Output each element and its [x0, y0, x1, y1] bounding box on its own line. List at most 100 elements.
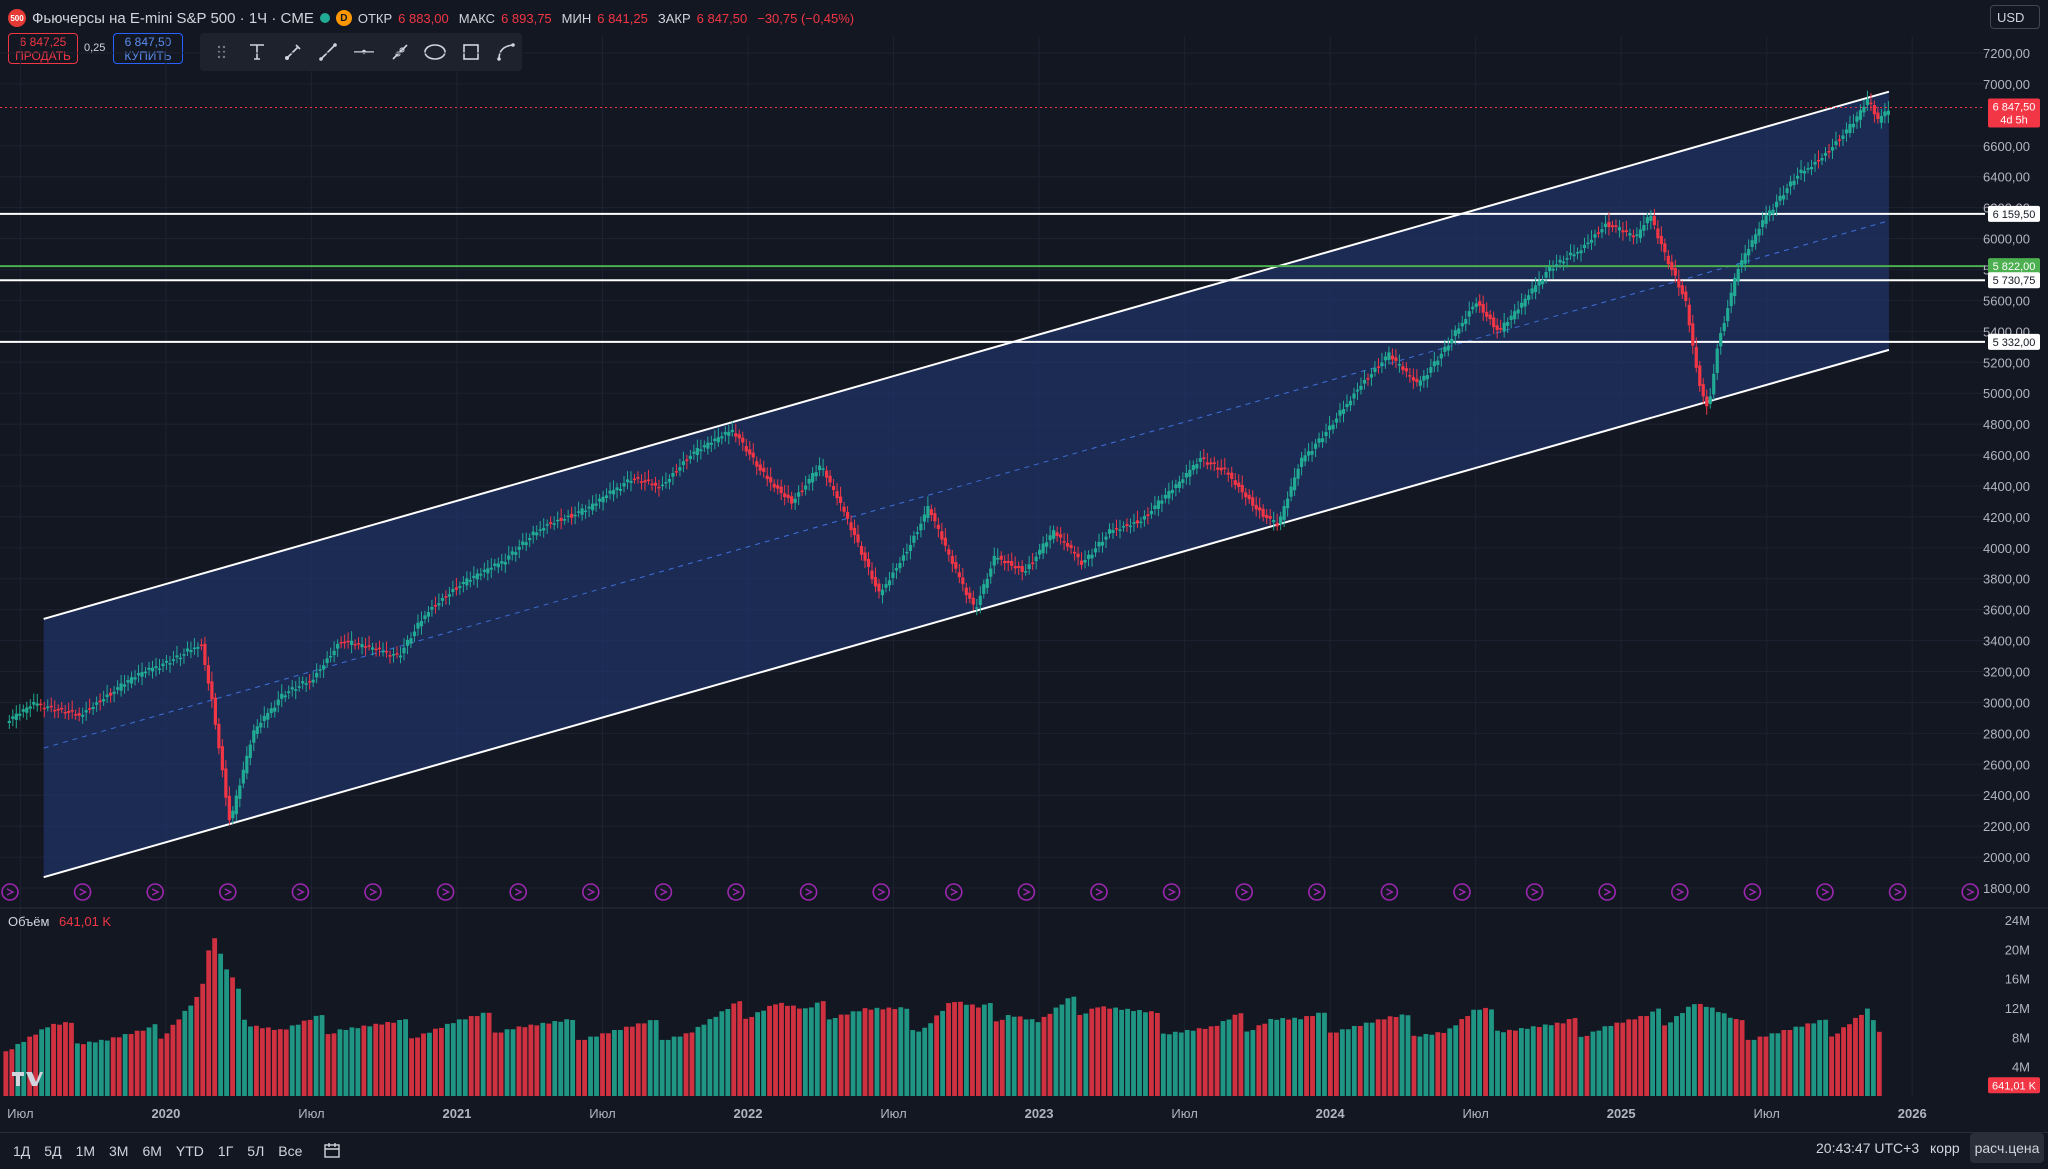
clock[interactable]: 20:43:47 UTC+3: [1816, 1140, 1920, 1156]
level-badge-label: 5 730,75: [1993, 275, 2036, 287]
event-marker-arrow: [1386, 888, 1394, 896]
event-marker-icon: [1017, 883, 1036, 901]
volume-bar: [504, 1029, 510, 1096]
volume-bar: [480, 1012, 486, 1096]
range-button-8[interactable]: Все: [278, 1143, 303, 1159]
candle-body: [1345, 404, 1349, 408]
volume-bar: [1668, 1022, 1673, 1096]
range-button-0[interactable]: 1Д: [13, 1143, 31, 1159]
candle-body: [1726, 308, 1730, 322]
candle-body: [1195, 464, 1199, 469]
candle-body: [632, 478, 637, 481]
candle-body: [933, 513, 937, 522]
candle-body: [1083, 559, 1087, 563]
candle-body: [594, 503, 598, 506]
candle-body: [1841, 135, 1845, 139]
candle-body: [1624, 230, 1629, 232]
range-button-1[interactable]: 5Д: [44, 1143, 62, 1159]
drag-handle-icon[interactable]: [206, 36, 238, 68]
range-button-5[interactable]: YTD: [175, 1143, 204, 1159]
bottom-toolbar: 1Д 5Д 1М 3М 6М YTD 1Г 5Л Все: [0, 1132, 2048, 1169]
volume-bar: [564, 1019, 570, 1096]
candle-body: [1233, 480, 1237, 485]
tradingview-logo-icon[interactable]: [10, 1068, 44, 1094]
path-tool-icon[interactable]: [384, 36, 416, 68]
candle-body: [1502, 322, 1506, 332]
volume-bar: [283, 1029, 289, 1096]
candle-body: [1313, 443, 1318, 449]
candle-body: [1572, 254, 1576, 257]
range-button-7[interactable]: 5Л: [247, 1143, 265, 1159]
candle-body: [1673, 268, 1677, 276]
curve-tool-icon[interactable]: [491, 36, 523, 68]
adjustment-button[interactable]: корр: [1930, 1140, 1960, 1156]
candle-body: [1352, 393, 1356, 399]
candle-body: [1712, 373, 1716, 395]
volume-bar: [1590, 1031, 1596, 1096]
currency-select[interactable]: USD: [1990, 5, 2040, 29]
sell-price: 6 847,25: [19, 35, 67, 49]
range-button-6[interactable]: 1Г: [217, 1143, 234, 1159]
volume-bar: [361, 1025, 367, 1096]
candle-body: [1586, 242, 1590, 245]
candle-body: [63, 712, 67, 714]
candle-body: [1761, 220, 1765, 228]
candle-body: [32, 701, 36, 705]
candle-body: [713, 438, 717, 441]
candle-body: [1464, 318, 1468, 325]
volume-bar: [1697, 1003, 1703, 1096]
candle-body: [943, 537, 947, 546]
candle-body: [168, 663, 172, 665]
settlement-price-button[interactable]: расч.цена: [1970, 1133, 2044, 1163]
candle-body: [381, 650, 385, 653]
candle-body: [674, 471, 679, 473]
volume-bar: [1178, 1032, 1184, 1096]
candle-body: [395, 653, 399, 655]
ellipse-tool-icon[interactable]: [419, 36, 451, 68]
candle-body: [790, 496, 794, 504]
candle-body: [1272, 519, 1276, 523]
range-button-4[interactable]: 6М: [142, 1143, 162, 1159]
volume-bar: [39, 1029, 45, 1096]
volume-bar: [677, 1036, 683, 1096]
volume-bar: [1650, 1011, 1656, 1096]
volume-bar: [1363, 1022, 1369, 1096]
range-button-3[interactable]: 3М: [109, 1143, 129, 1159]
trend-line-icon[interactable]: [313, 36, 345, 68]
rectangle-tool-icon[interactable]: [455, 36, 487, 68]
candle-body: [1397, 364, 1401, 366]
candle-body: [587, 506, 591, 509]
event-marker-arrow: [297, 888, 305, 896]
symbol-icon[interactable]: 500: [8, 9, 26, 27]
candle-body: [1802, 170, 1807, 174]
y-tick-label: 5200,00: [1983, 355, 2030, 370]
event-marker-arrow: [660, 888, 668, 896]
volume-bar: [1387, 1016, 1393, 1096]
candle-body: [1282, 506, 1286, 520]
event-marker-icon: [1743, 883, 1762, 901]
goto-date-icon[interactable]: [323, 1141, 341, 1162]
volume-bar: [826, 1019, 832, 1096]
event-marker-icon: [219, 883, 237, 901]
chart-header: 500 Фьючерсы на E-mini S&P 500 · 1Ч · CM…: [0, 0, 1988, 36]
symbol-title[interactable]: Фьючерсы на E-mini S&P 500 · 1Ч · CME: [32, 9, 314, 27]
volume-bar: [975, 1007, 981, 1096]
price-chart[interactable]: 7200,007000,006600,006400,006200,006000,…: [0, 0, 2048, 1132]
delayed-data-badge[interactable]: D: [335, 10, 352, 26]
volume-bar: [92, 1042, 98, 1096]
volume-bar: [683, 1033, 689, 1096]
volume-bar: [474, 1016, 480, 1096]
candle-body: [102, 699, 106, 702]
candle-body: [1589, 239, 1594, 243]
high-label: МАКС: [458, 10, 496, 26]
candle-body: [1719, 332, 1723, 347]
candle-body: [660, 484, 665, 487]
range-button-2[interactable]: 1М: [75, 1143, 96, 1159]
volume-bar: [182, 1010, 188, 1096]
text-tool-icon[interactable]: [242, 36, 274, 68]
volume-bar: [1190, 1030, 1196, 1096]
candle-body: [1062, 541, 1066, 543]
volume-bar: [1298, 1019, 1303, 1096]
volume-bar: [1089, 1008, 1095, 1096]
candle-body: [454, 587, 458, 590]
